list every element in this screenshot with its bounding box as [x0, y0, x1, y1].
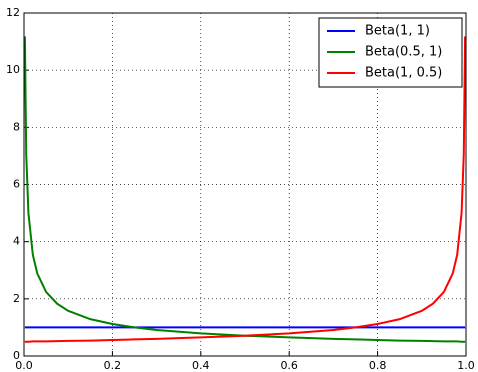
y-tick-label: 12 — [6, 6, 20, 19]
x-tick-label: 0.8 — [369, 359, 387, 372]
x-tick-label: 0.2 — [104, 359, 122, 372]
y-tick-label: 2 — [13, 292, 20, 305]
legend-label: Beta(1, 0.5) — [365, 66, 442, 81]
y-tick-label: 8 — [13, 120, 20, 133]
y-tick-label: 6 — [13, 178, 20, 191]
y-tick-label: 0 — [13, 349, 20, 362]
x-tick-label: 0.0 — [15, 359, 33, 372]
series-line — [24, 36, 466, 343]
y-tick-label: 10 — [6, 63, 20, 76]
y-tick-label: 4 — [13, 235, 20, 248]
legend-label: Beta(0.5, 1) — [365, 45, 442, 60]
legend-label: Beta(1, 1) — [365, 24, 430, 39]
x-tick-label: 1.0 — [457, 359, 475, 372]
plot-frame — [23, 12, 467, 357]
x-tick-label: 0.6 — [280, 359, 298, 372]
x-tick-label: 0.4 — [192, 359, 210, 372]
